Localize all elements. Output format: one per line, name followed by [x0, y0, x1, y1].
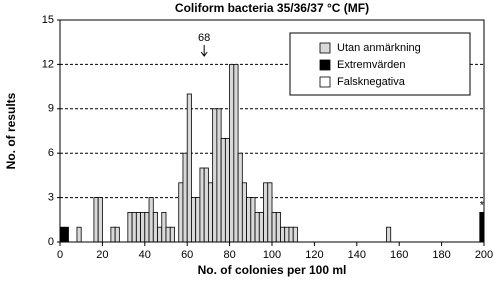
y-tick-label: 9: [48, 103, 54, 115]
legend-swatch: [319, 59, 331, 71]
bar: [97, 197, 103, 243]
bar: [144, 211, 150, 243]
bar: [182, 152, 188, 243]
x-tick-label: 200: [475, 249, 493, 261]
bar: [191, 197, 197, 243]
annotation: 68: [198, 32, 210, 44]
x-tick-label: 40: [139, 249, 151, 261]
annotation-arrowhead: [200, 51, 208, 57]
y-tick-label: 3: [48, 192, 54, 204]
bar: [110, 226, 116, 243]
bar: [280, 226, 286, 243]
bar: [258, 211, 264, 243]
bar: [212, 108, 218, 243]
bar: [271, 211, 277, 243]
bar: [157, 226, 163, 243]
bar: [229, 64, 235, 243]
legend-swatch: [319, 76, 331, 88]
bar: [224, 137, 231, 243]
x-tick-label: 180: [432, 249, 450, 261]
bar: [292, 226, 298, 243]
y-tick-label: 0: [48, 236, 54, 248]
bar: [241, 182, 247, 243]
bar: [114, 226, 120, 243]
bar: [93, 197, 99, 243]
bar: [254, 211, 260, 243]
chart-title: Coliform bacteria 35/36/37 °C (MF): [175, 1, 369, 15]
bar: [386, 226, 392, 243]
bar: [140, 211, 146, 243]
bar: [195, 197, 201, 243]
bar: [152, 211, 158, 243]
bar: [250, 197, 256, 243]
bar: [165, 226, 171, 243]
bar: [233, 64, 239, 243]
bar: [267, 182, 273, 243]
annotation: *: [480, 199, 485, 211]
x-tick-label: 80: [223, 249, 235, 261]
bar: [59, 226, 65, 243]
legend-label: Extremvärden: [337, 59, 405, 71]
bar: [131, 211, 137, 243]
bar: [246, 197, 252, 243]
bar: [199, 167, 205, 243]
x-tick-label: 0: [57, 249, 63, 261]
bar: [169, 226, 175, 243]
x-axis-label: No. of colonies per 100 ml: [198, 263, 347, 277]
bar: [186, 93, 192, 243]
bar: [275, 211, 281, 243]
bar: [63, 226, 69, 243]
bar: [220, 137, 226, 243]
bar: [263, 182, 269, 243]
bar: [216, 108, 222, 243]
x-tick-label: 120: [305, 249, 323, 261]
x-tick-label: 20: [96, 249, 108, 261]
y-tick-label: 15: [42, 14, 54, 26]
bar: [284, 226, 290, 243]
bar: [178, 182, 184, 243]
x-tick-label: 60: [181, 249, 193, 261]
bar: [148, 197, 154, 243]
x-tick-label: 160: [390, 249, 408, 261]
bar: [161, 211, 167, 243]
x-tick-label: 100: [263, 249, 281, 261]
bar: [76, 226, 82, 243]
bar: [207, 182, 214, 243]
bar: [127, 211, 133, 243]
bar: [135, 211, 141, 243]
legend-swatch: [319, 42, 331, 54]
bar: [237, 152, 243, 243]
legend-label: Utan anmärkning: [337, 42, 421, 54]
plot-frame: [59, 19, 485, 243]
legend-label: Falsknegativa: [337, 76, 406, 88]
bar: [203, 167, 209, 243]
y-axis-label: No. of results: [4, 92, 18, 169]
bar: [288, 226, 294, 243]
x-tick-label: 140: [348, 249, 366, 261]
y-tick-label: 12: [42, 58, 54, 70]
y-tick-label: 6: [48, 147, 54, 159]
bar: [479, 211, 485, 243]
